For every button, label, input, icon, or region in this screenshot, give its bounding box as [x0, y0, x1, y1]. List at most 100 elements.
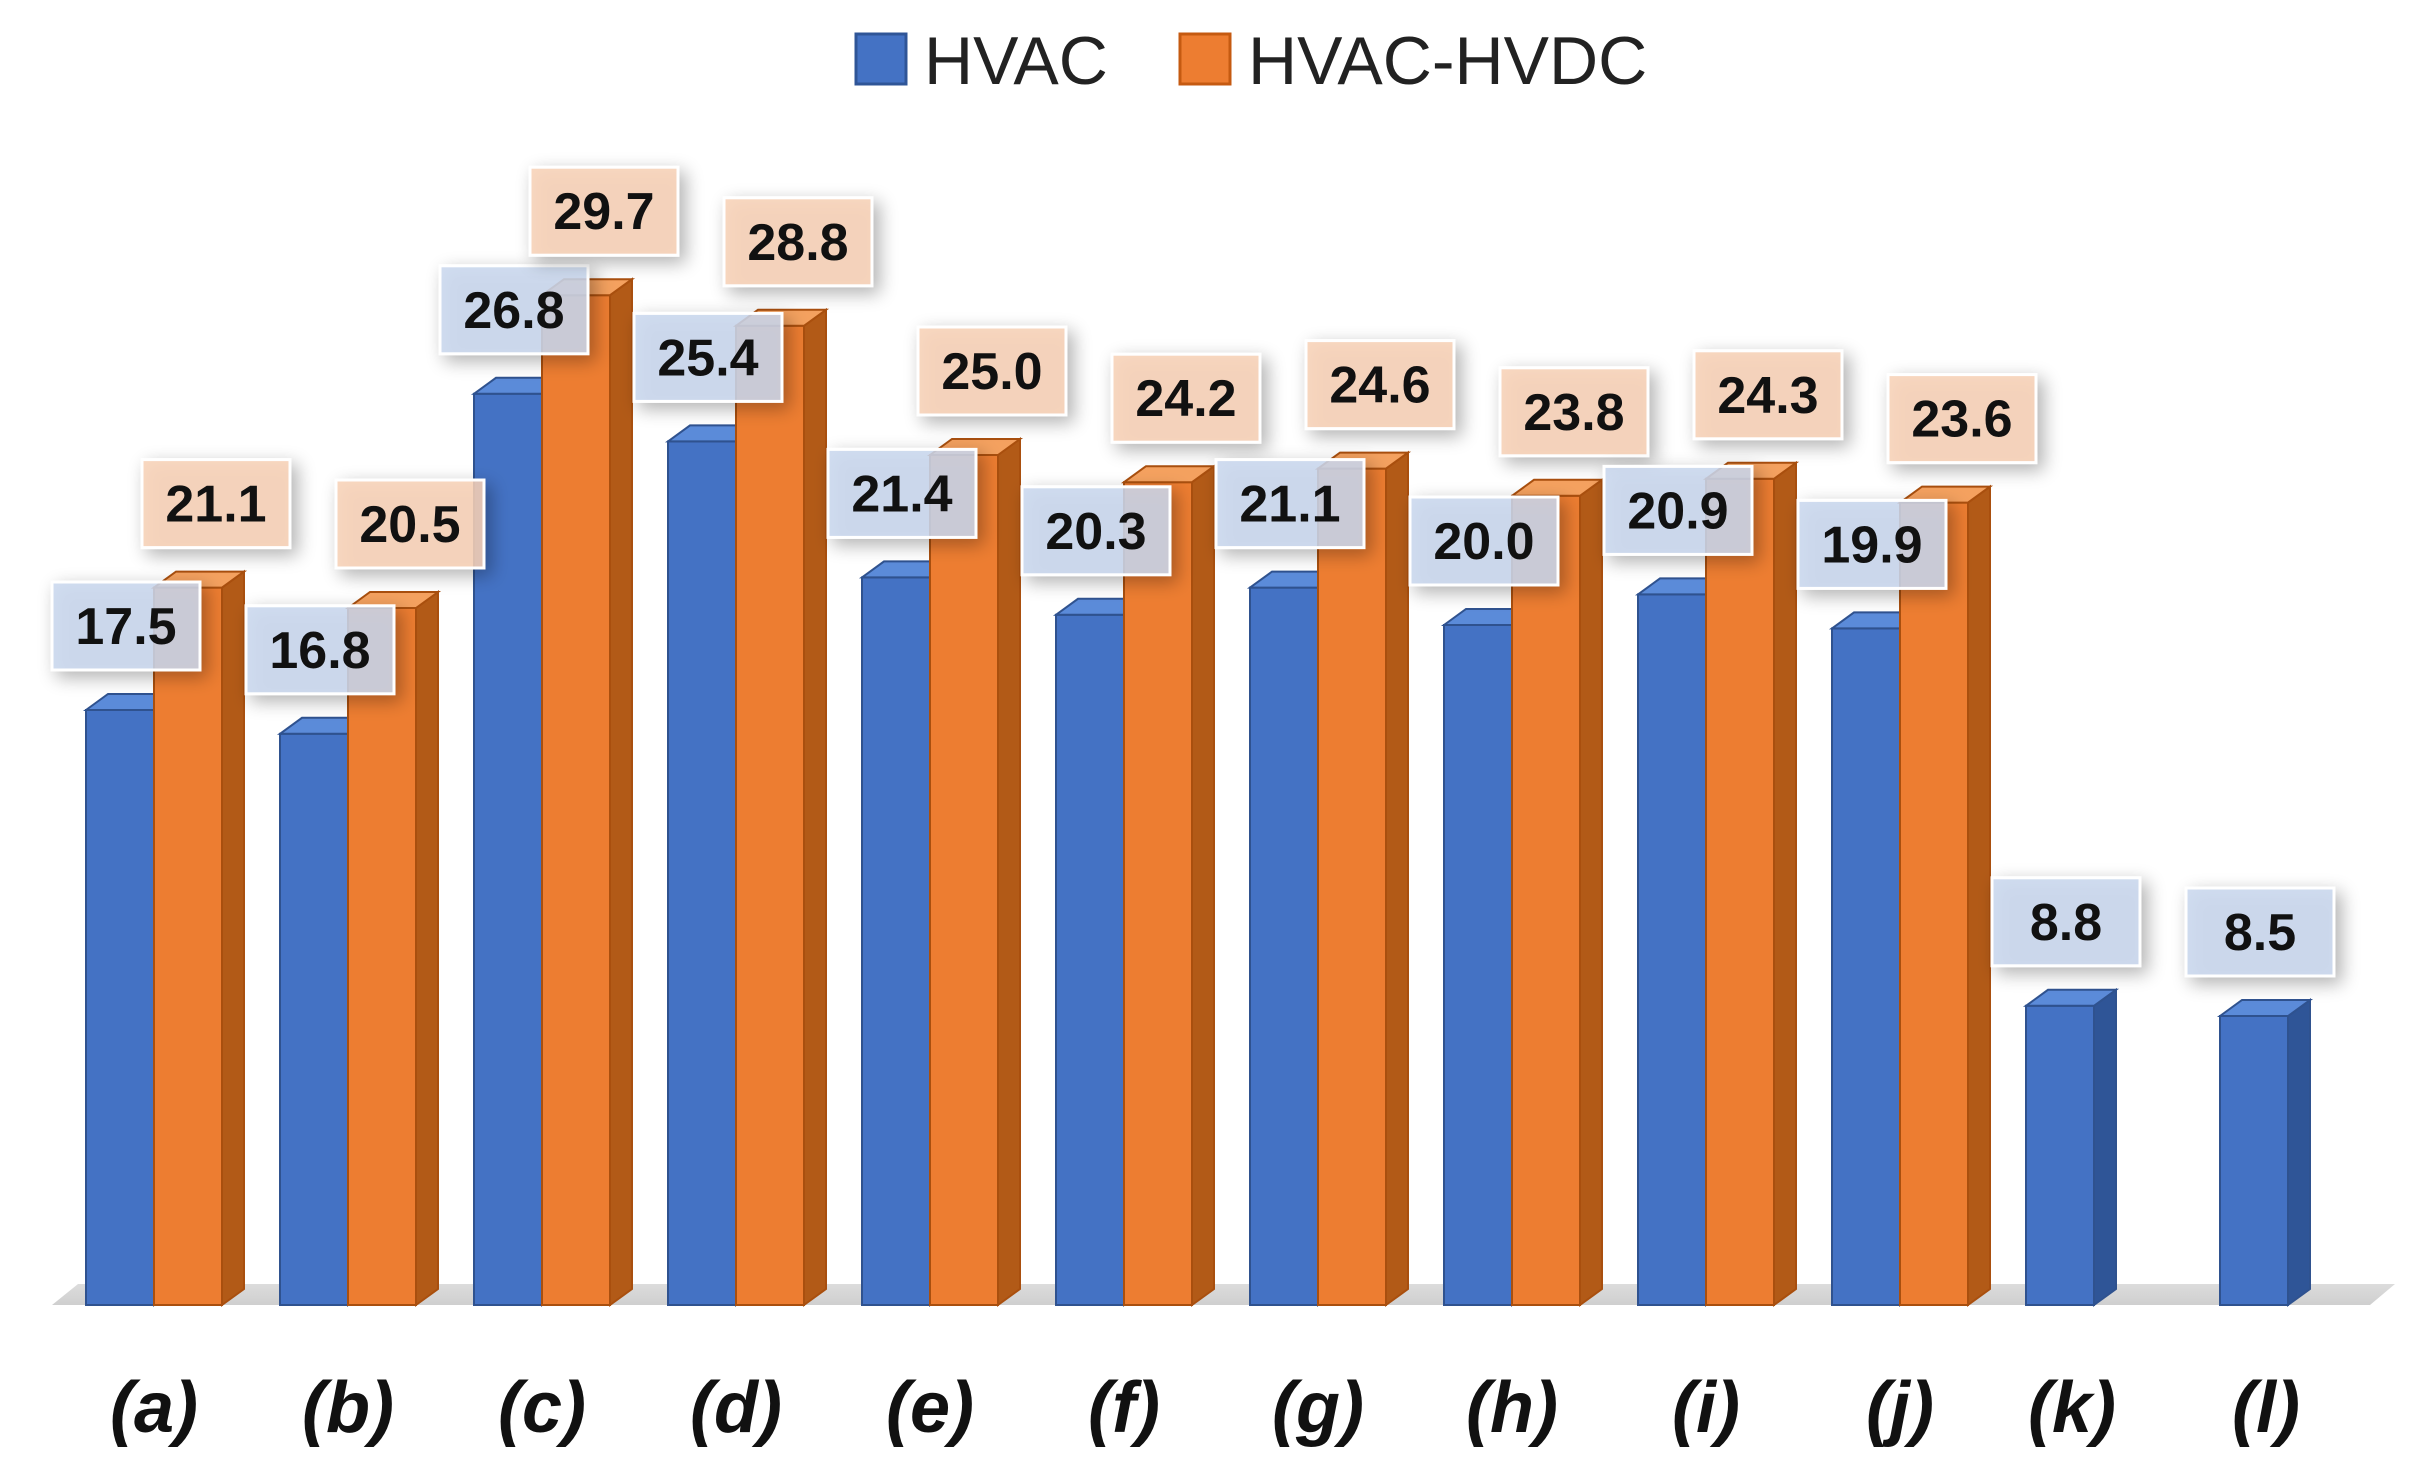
value-label-text: 29.7: [553, 183, 654, 241]
legend-label-hvac: HVAC: [924, 23, 1108, 99]
value-label-box: [528, 165, 680, 257]
value-label-box: [1304, 339, 1456, 431]
category-label-d: (d): [690, 1368, 782, 1448]
value-label-box: [1692, 349, 1844, 441]
legend-item-hvac: HVAC: [854, 23, 1108, 99]
value-label-box: [1990, 876, 2142, 968]
value-label-box: [438, 264, 590, 356]
bar-hvac-hvdc-c: [538, 277, 636, 1307]
bar-front-face: [861, 576, 931, 1306]
bar-side-face: [1967, 484, 1991, 1307]
bar-front-face: [85, 709, 155, 1306]
value-label-hvac-hvdc-d: 28.8: [722, 196, 874, 288]
value-label-hvac-hvdc-b: 20.5: [334, 478, 486, 570]
category-label-j: (j): [1866, 1368, 1934, 1448]
bar-side-face: [221, 569, 245, 1307]
bar-side-face: [997, 437, 1021, 1307]
value-label-box: [1214, 458, 1366, 550]
bar-side-face: [1579, 477, 1603, 1307]
chart-floor: [52, 1284, 2395, 1305]
value-label-text: 23.8: [1523, 384, 1624, 442]
value-label-hvac-e: 21.4: [826, 447, 978, 539]
value-label-hvac-hvdc-e: 25.0: [916, 325, 1068, 417]
value-label-box: [1498, 366, 1650, 458]
bar-top-face: [2022, 988, 2120, 1007]
value-label-hvac-i: 20.9: [1602, 464, 1754, 556]
value-label-box: [334, 478, 486, 570]
bar-hvac-hvdc-f: [1120, 464, 1218, 1307]
bar-top-face: [2216, 999, 2314, 1017]
value-label-text: 28.8: [747, 214, 848, 272]
category-label-l: (l): [2232, 1368, 2300, 1448]
value-label-text: 19.9: [1821, 516, 1922, 574]
value-label-text: 20.3: [1045, 503, 1146, 561]
bar-side-face: [2093, 987, 2117, 1307]
value-label-hvac-b: 16.8: [244, 604, 396, 696]
value-label-box: [1408, 495, 1560, 587]
value-label-hvac-a: 17.5: [50, 580, 202, 672]
category-label-f: (f): [1088, 1368, 1160, 1448]
bar-front-face: [1831, 627, 1901, 1306]
bar-front-face: [541, 294, 611, 1306]
legend: HVAC HVAC-HVDC: [854, 23, 1647, 99]
value-label-hvac-l: 8.5: [2184, 886, 2336, 978]
value-label-box: [1602, 464, 1754, 556]
bar-side-face: [1385, 450, 1409, 1307]
bar-front-face: [1317, 467, 1387, 1307]
value-label-text: 26.8: [463, 282, 564, 340]
bar-hvac-hvdc-g: [1314, 450, 1412, 1307]
bar-front-face: [735, 324, 805, 1306]
bar-front-face: [1123, 481, 1193, 1306]
category-label-b: (b): [302, 1368, 394, 1448]
value-label-hvac-hvdc-j: 23.6: [1886, 373, 2038, 465]
value-label-hvac-h: 20.0: [1408, 495, 1560, 587]
value-label-box: [244, 604, 396, 696]
bar-hvac-hvdc-b: [344, 590, 442, 1307]
value-label-box: [1796, 498, 1948, 590]
value-label-text: 8.5: [2224, 904, 2296, 962]
value-label-box: [140, 458, 292, 550]
value-label-text: 21.4: [851, 465, 952, 523]
value-label-text: 21.1: [165, 476, 266, 534]
value-label-hvac-hvdc-f: 24.2: [1110, 352, 1262, 444]
value-label-box: [2184, 886, 2336, 978]
bar-side-face: [803, 307, 827, 1307]
legend-item-hvac-hvdc: HVAC-HVDC: [1178, 23, 1647, 99]
value-label-hvac-c: 26.8: [438, 264, 590, 356]
value-label-text: 20.0: [1433, 513, 1534, 571]
value-label-hvac-hvdc-a: 21.1: [140, 458, 292, 550]
legend-swatch-hvac-hvdc: [1178, 32, 1232, 86]
value-label-hvac-f: 20.3: [1020, 485, 1172, 577]
bar-side-face: [1773, 460, 1797, 1307]
value-label-text: 17.5: [75, 598, 176, 656]
bar-front-face: [929, 454, 999, 1306]
bar-hvac-hvdc-a: [150, 569, 248, 1307]
bars-layer: [82, 277, 2314, 1307]
value-label-box: [826, 447, 978, 539]
value-label-text: 23.6: [1911, 391, 2012, 449]
value-label-hvac-hvdc-i: 24.3: [1692, 349, 1844, 441]
value-label-text: 21.1: [1239, 476, 1340, 534]
value-label-text: 20.9: [1627, 482, 1728, 540]
bar-hvac-l: [2216, 998, 2314, 1307]
value-label-box: [632, 311, 784, 403]
bar-front-face: [1443, 624, 1513, 1306]
value-label-text: 24.6: [1329, 357, 1430, 415]
value-label-hvac-hvdc-g: 24.6: [1304, 339, 1456, 431]
bar-top-face: [1120, 465, 1218, 484]
value-label-text: 8.8: [2030, 894, 2102, 952]
value-label-box: [1110, 352, 1262, 444]
value-label-hvac-g: 21.1: [1214, 458, 1366, 550]
value-label-hvac-k: 8.8: [1990, 876, 2142, 968]
bar-hvac-hvdc-j: [1896, 484, 1994, 1307]
value-label-text: 24.3: [1717, 367, 1818, 425]
bar-side-face: [609, 277, 633, 1307]
bar-hvac-hvdc-i: [1702, 460, 1800, 1307]
bar-front-face: [1899, 501, 1969, 1307]
value-label-box: [1020, 485, 1172, 577]
category-label-i: (i): [1672, 1368, 1740, 1448]
bar-front-face: [279, 732, 349, 1306]
bar-front-face: [1511, 494, 1581, 1306]
value-label-hvac-hvdc-h: 23.8: [1498, 366, 1650, 458]
